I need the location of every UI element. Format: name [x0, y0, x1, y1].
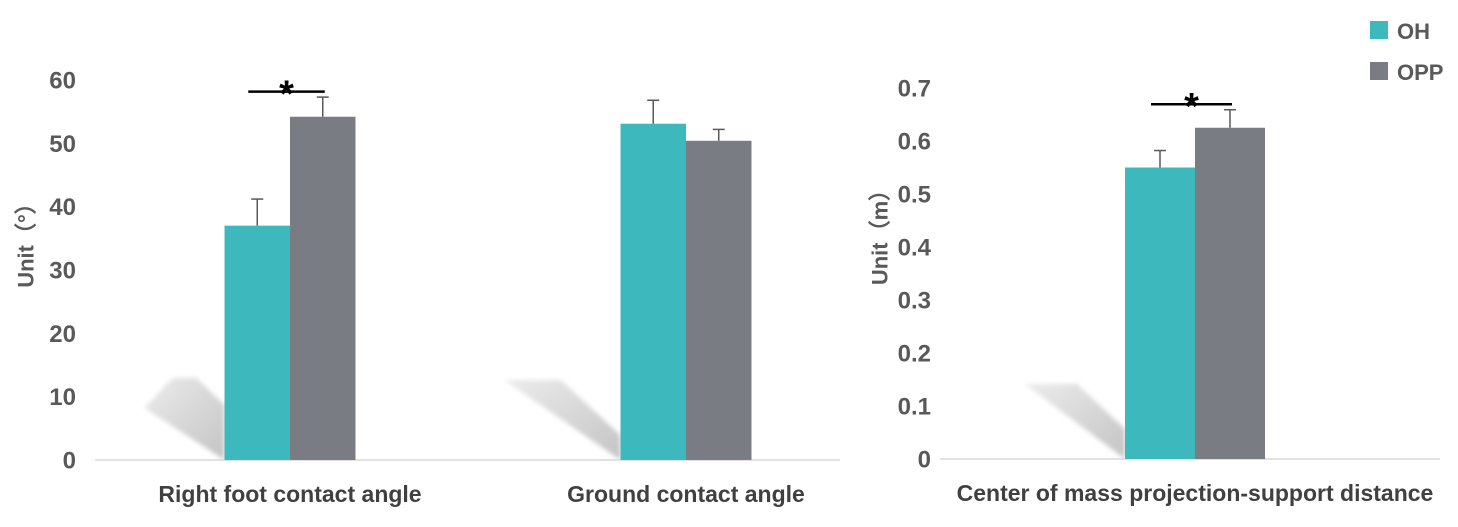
significance-star: *	[1184, 86, 1199, 128]
category-label: Ground contact angle	[567, 481, 805, 507]
y-tick-label: 0.7	[898, 76, 931, 103]
bar-oh-0	[224, 225, 290, 460]
y-axis-label: Unit（m）	[868, 179, 893, 285]
bar-opp-0	[290, 116, 356, 460]
bar-opp-1	[686, 140, 752, 461]
category-label: Right foot contact angle	[158, 481, 421, 507]
bar-shadow	[1025, 384, 1125, 459]
y-tick-label: 60	[49, 68, 76, 95]
chart-1: 0 10 20 30 40 50 60 Unit（°） Right foot contact a…	[14, 68, 840, 507]
y-tick-label: 10	[49, 384, 76, 411]
legend-swatch-opp	[1370, 62, 1388, 80]
legend: OH OPP	[1370, 19, 1443, 85]
y-tick-label: 50	[49, 131, 76, 158]
y-axis-label: Unit（°）	[14, 192, 39, 288]
bar-shadow	[504, 380, 621, 460]
bar-oh-1	[620, 123, 686, 460]
y-tick-label: 30	[49, 258, 76, 285]
bar-shadow	[144, 378, 225, 460]
y-tick-label: 0	[918, 447, 931, 474]
y-tick-label: 0.6	[898, 129, 931, 156]
significance-star: *	[279, 74, 294, 116]
y-tick-label: 0.1	[898, 394, 931, 421]
y-tick-label: 0	[63, 448, 76, 475]
legend-swatch-oh	[1370, 21, 1388, 39]
legend-label-oh: OH	[1397, 19, 1430, 44]
y-tick-label: 20	[49, 321, 76, 348]
y-tick-label: 0.5	[898, 182, 931, 209]
category-label: Center of mass projection-support distan…	[957, 480, 1434, 506]
y-tick-label: 0.2	[898, 341, 931, 368]
chart-2: 0 0.1 0.2 0.3 0.4 0.5 0.6 0.7 Unit（m） Center of m…	[868, 76, 1440, 506]
y-tick-label: 40	[49, 194, 76, 221]
legend-label-opp: OPP	[1397, 60, 1443, 85]
y-tick-label: 0.4	[898, 235, 932, 262]
y-tick-label: 0.3	[898, 288, 931, 315]
bar-oh-0	[1125, 167, 1195, 459]
bar-opp-0	[1195, 127, 1265, 459]
